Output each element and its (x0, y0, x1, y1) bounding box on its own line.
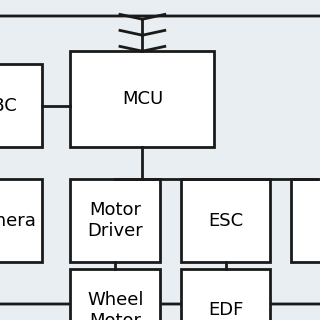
Text: MCU: MCU (122, 90, 163, 108)
Bar (291, 179, 320, 262)
Bar (181, 179, 270, 262)
Bar (181, 269, 270, 320)
Bar (70, 179, 160, 262)
Text: SBC: SBC (0, 97, 18, 115)
Text: ESC: ESC (208, 212, 243, 230)
Text: Camera: Camera (0, 212, 36, 230)
Bar (70, 269, 160, 320)
Bar (70, 51, 214, 147)
Text: EDF: EDF (208, 301, 243, 319)
FancyBboxPatch shape (0, 16, 320, 304)
Bar (0, 179, 42, 262)
Bar (0, 64, 42, 147)
Text: Wheel
Motor: Wheel Motor (87, 291, 143, 320)
Text: Motor
Driver: Motor Driver (87, 201, 143, 240)
